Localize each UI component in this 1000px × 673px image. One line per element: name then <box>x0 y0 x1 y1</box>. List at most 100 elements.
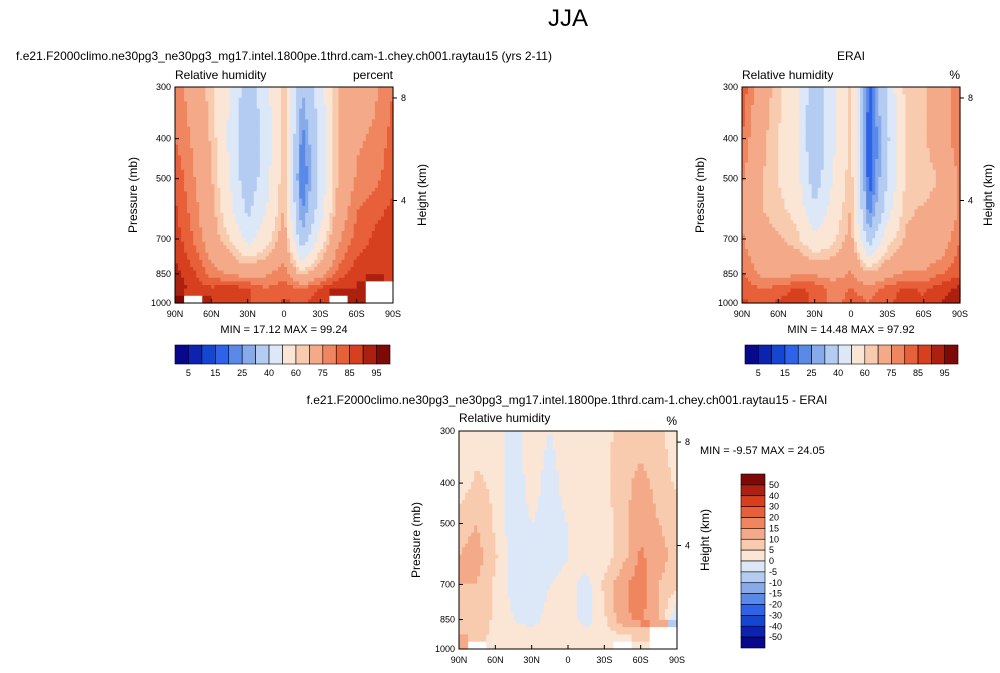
y-tick-label: 300 <box>723 82 738 92</box>
y-right-tick-label: 8 <box>968 93 973 103</box>
y-tick-label: 300 <box>156 82 171 92</box>
colorbar-bin <box>824 344 839 365</box>
colorbar-bin <box>740 615 766 627</box>
y-right-tick-label: 4 <box>968 195 973 205</box>
x-tick-label: 60N <box>487 655 504 665</box>
x-tick-label: 90S <box>669 655 685 665</box>
x-tick-label: 90N <box>167 309 184 319</box>
colorbar-bin <box>268 344 283 365</box>
colorbar-bin <box>740 528 766 540</box>
y-tick-label: 500 <box>440 518 455 528</box>
colorbar-bin <box>740 604 766 616</box>
panel-model-ylabel: Pressure (mb) <box>126 157 140 233</box>
colorbar-label: 15 <box>769 523 779 533</box>
colorbar-label: -30 <box>769 610 782 620</box>
colorbar-label: -50 <box>769 632 782 642</box>
panel-erai-title: ERAI <box>837 49 865 63</box>
y-tick-label: 1000 <box>718 298 738 308</box>
x-tick-label: 90N <box>734 309 751 319</box>
colorbar-bin <box>740 571 766 584</box>
panel-model-plot: 90N 60N 30N 0 30S 60S 90S 300 400 500 700 850 1000 8 4 <box>151 82 406 319</box>
panel-model-variable: Relative humidity <box>175 68 266 82</box>
colorbar-bin <box>758 344 772 365</box>
panel-model-colorbar: 5 15 25 40 60 75 85 95 <box>174 344 391 378</box>
y-right-tick-label: 8 <box>685 437 690 447</box>
colorbar-bin <box>864 344 879 365</box>
colorbar-bin <box>295 344 310 365</box>
colorbar-bin <box>904 344 919 365</box>
colorbar-bin <box>851 344 866 365</box>
colorbar-label: 25 <box>237 368 247 378</box>
colorbar-label: 50 <box>769 480 779 490</box>
x-tick-label: 30N <box>239 309 256 319</box>
colorbar-label: 75 <box>318 368 328 378</box>
panel-diff-plot: 90N 60N 30N 0 30S 60S 90S 300 400 500 700 850 1000 8 4 <box>435 426 690 665</box>
panel-erai-ylabel: Pressure (mb) <box>693 157 707 233</box>
colorbar-label: 20 <box>769 513 779 523</box>
contour-field <box>459 431 678 650</box>
colorbar-label: 95 <box>940 368 950 378</box>
x-tick-label: 30N <box>806 309 823 319</box>
y-right-tick-label: 4 <box>685 541 690 551</box>
colorbar-label: 60 <box>291 368 301 378</box>
y-tick-label: 400 <box>440 478 455 488</box>
colorbar-label: -5 <box>769 567 777 577</box>
x-tick-label: 90N <box>451 655 468 665</box>
colorbar-bin <box>740 517 766 529</box>
colorbar-bin <box>740 484 766 497</box>
panel-erai-ylabel-right: Height (km) <box>981 164 995 226</box>
panel-model-ylabel-right: Height (km) <box>415 164 429 226</box>
colorbar-bin <box>891 344 906 365</box>
x-tick-label: 0 <box>281 309 286 319</box>
colorbar-bin <box>811 344 826 365</box>
colorbar-label: -15 <box>769 589 782 599</box>
y-tick-label: 700 <box>723 234 738 244</box>
colorbar-label: 15 <box>780 368 790 378</box>
y-tick-label: 1000 <box>435 644 455 654</box>
y-tick-label: 700 <box>440 579 455 589</box>
colorbar-bin <box>931 344 945 365</box>
panel-diff-ylabel: Pressure (mb) <box>409 502 423 578</box>
contour-field <box>742 87 961 304</box>
colorbar-bin <box>797 344 812 365</box>
colorbar-bin <box>740 593 766 605</box>
colorbar-label: 30 <box>769 502 779 512</box>
colorbar-label: 5 <box>186 368 191 378</box>
figure-title: JJA <box>548 5 588 32</box>
panel-erai: ERAI Relative humidity % 90N 60N 30N 0 30S 60… <box>693 49 995 378</box>
panel-erai-plot: 90N 60N 30N 0 30S 60S 90S 300 400 500 700 850 1000 8 4 <box>718 82 973 319</box>
colorbar-label: 5 <box>756 368 761 378</box>
panel-erai-variable: Relative humidity <box>742 68 833 82</box>
colorbar-bin <box>740 538 766 551</box>
x-tick-label: 60N <box>203 309 220 319</box>
colorbar-bin <box>309 344 324 365</box>
x-tick-label: 30S <box>879 309 895 319</box>
colorbar-label: 95 <box>372 368 382 378</box>
colorbar-bin <box>241 344 256 365</box>
colorbar-label: 10 <box>769 534 779 544</box>
colorbar-bin <box>362 344 377 365</box>
colorbar-bin <box>228 344 243 365</box>
colorbar-label: 0 <box>769 556 774 566</box>
x-tick-label: 30N <box>523 655 540 665</box>
y-right-tick-label: 8 <box>401 93 406 103</box>
panel-model-stats: MIN = 17.12 MAX = 99.24 <box>220 324 347 336</box>
colorbar-label: 40 <box>833 368 843 378</box>
colorbar-bin <box>255 344 270 365</box>
colorbar-label: -20 <box>769 600 782 610</box>
colorbar-bin <box>740 495 766 507</box>
panel-erai-units: % <box>949 68 960 82</box>
colorbar-bin <box>740 473 766 486</box>
colorbar-bin <box>784 344 799 365</box>
colorbar-bin <box>917 344 932 365</box>
panel-diff-units: % <box>666 414 677 428</box>
colorbar-bin <box>740 506 766 518</box>
colorbar-bin <box>771 344 786 365</box>
colorbar-bin <box>349 344 364 365</box>
colorbar-label: 40 <box>769 491 779 501</box>
x-tick-label: 0 <box>565 655 570 665</box>
colorbar-bin <box>174 344 189 365</box>
colorbar-bin <box>740 582 766 594</box>
